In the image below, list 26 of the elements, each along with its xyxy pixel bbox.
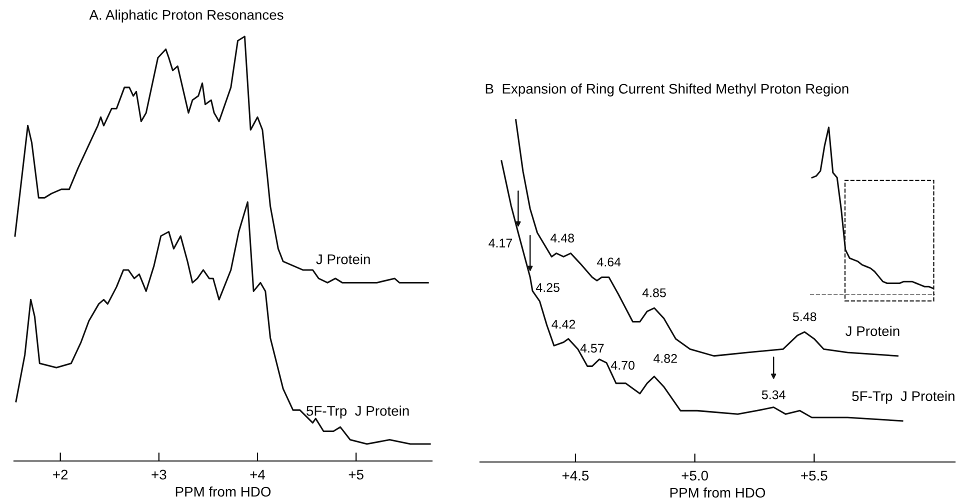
annotation: 4.85 [642, 288, 666, 298]
x-axis-title: PPM from HDO [176, 486, 271, 497]
x-tick-label: +5.0 [682, 470, 708, 481]
x-tick-label: +4 [250, 470, 266, 480]
annotation: 4.57 [580, 344, 604, 353]
chart-title: B Expansion of Ring Current Shifted Methyl Proton Region [486, 83, 848, 96]
annotation: 5.34 [762, 390, 786, 400]
annotation: 4.70 [610, 360, 634, 370]
annotation: 4.25 [536, 283, 560, 292]
annotation: 4.64 [597, 258, 621, 266]
annotation: 5.48 [792, 312, 816, 322]
chart-title: A. Aliphatic Proton Resonances [89, 10, 284, 23]
series-label: J Protein [316, 254, 370, 264]
x-tick-label: +5.5 [801, 470, 828, 481]
series-label: J Protein [846, 326, 900, 336]
x-tick-label: +5 [348, 470, 364, 480]
annotation: 4.17 [488, 238, 512, 248]
x-tick-label: +2 [53, 470, 68, 480]
x-axis-title: PPM from HDO [670, 487, 766, 498]
x-tick-label: +4.5 [562, 470, 589, 481]
annotation: 4.42 [552, 320, 576, 329]
series-label: 5F-Trp J Protein [852, 390, 954, 404]
annotation: 4.82 [653, 354, 677, 363]
annotation: 4.48 [550, 234, 574, 242]
x-tick-label: +3 [152, 470, 166, 480]
series-label: 5F-Trp J Protein [306, 406, 409, 419]
